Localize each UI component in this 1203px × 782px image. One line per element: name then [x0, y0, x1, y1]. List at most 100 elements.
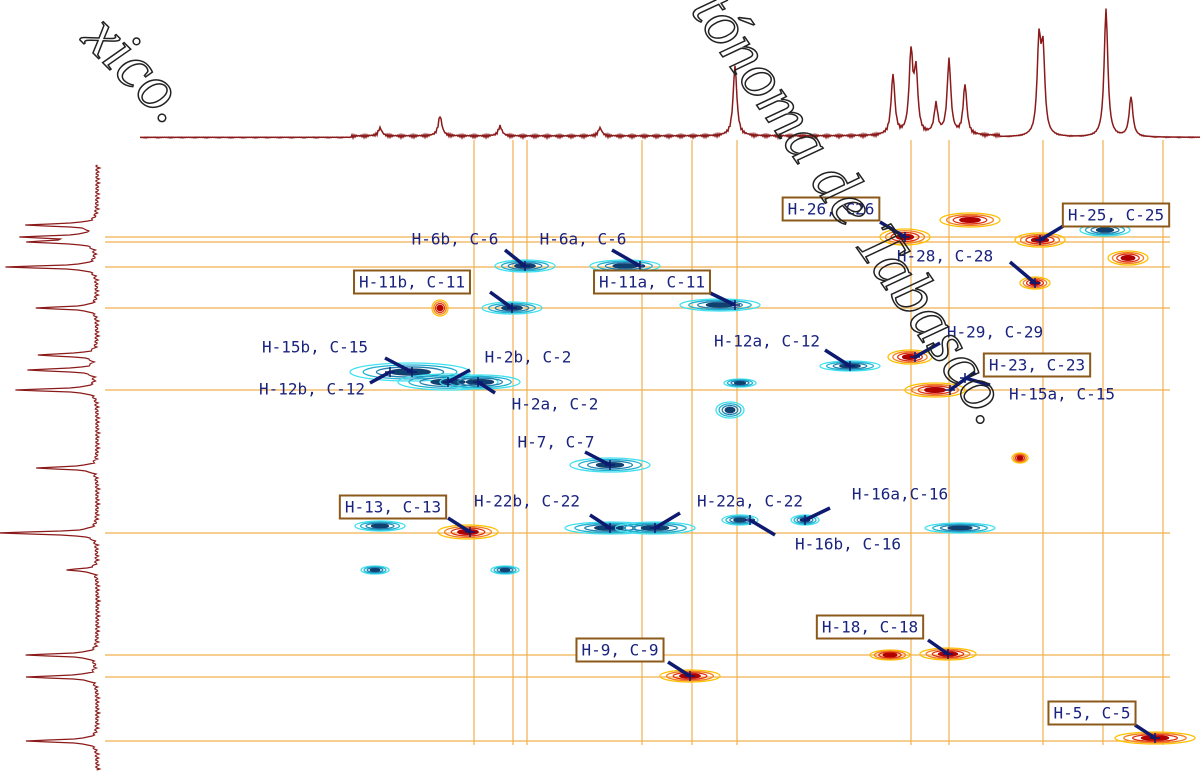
cross [800, 515, 810, 525]
label-box [1061, 202, 1171, 228]
label-arrow [611, 248, 641, 268]
label-box [781, 196, 881, 222]
cross [1150, 733, 1160, 743]
contour [363, 566, 387, 574]
contour [724, 406, 736, 414]
contour [1016, 455, 1024, 461]
cross [605, 523, 615, 533]
label-arrow [914, 341, 941, 359]
contour [493, 566, 517, 574]
contour [1014, 454, 1026, 462]
label-box [338, 494, 448, 520]
contour [1019, 276, 1051, 290]
contour [884, 230, 926, 244]
peak-label: H-9, C-9 [581, 641, 658, 660]
label-arrow [589, 513, 611, 530]
cross [605, 460, 615, 470]
watermark: xico. [69, 0, 207, 137]
contour [436, 304, 444, 312]
label-arrow [477, 380, 496, 395]
contour [733, 380, 747, 386]
label-box [815, 614, 925, 640]
contour [688, 299, 752, 311]
contour [919, 647, 977, 661]
contour [1116, 253, 1140, 263]
label-arrow [488, 290, 514, 310]
peak-label: H-16a,C-16 [852, 485, 948, 504]
contour [945, 213, 995, 227]
peak-label: H-23, C-23 [989, 356, 1085, 375]
contour [726, 379, 754, 387]
cross-peaks [349, 212, 1196, 745]
cross [507, 303, 517, 313]
label-box [593, 269, 711, 295]
contour [897, 352, 923, 362]
contour [696, 300, 744, 310]
contour [481, 301, 543, 315]
peak-label: H-26, C26 [788, 200, 875, 219]
cross [960, 373, 970, 383]
label-arrow [447, 368, 471, 384]
contour [1019, 233, 1061, 247]
contour [718, 403, 742, 417]
peak-label: H-22a, C-22 [697, 492, 803, 511]
contour [354, 520, 406, 532]
cross [900, 232, 910, 242]
label-arrow [584, 450, 611, 467]
cross [443, 377, 453, 387]
cross [685, 671, 695, 681]
contour [939, 524, 981, 532]
contour [952, 215, 988, 225]
peak-label: H-6b, C-6 [412, 230, 499, 249]
cross [730, 300, 740, 310]
peak-label: H-29, C-29 [947, 323, 1043, 342]
contour [439, 374, 521, 390]
label-arrow [926, 638, 950, 656]
contour [496, 567, 514, 573]
contour [366, 567, 384, 573]
contour [878, 651, 902, 659]
contour [879, 228, 931, 246]
label-arrow [964, 376, 991, 387]
contour [397, 373, 499, 391]
contour [359, 521, 401, 531]
proton-spectrum [139, 8, 1201, 141]
label-arrow [879, 220, 906, 239]
contour [456, 377, 504, 387]
contour [443, 525, 493, 539]
contour [882, 652, 898, 658]
label-arrow [384, 356, 413, 374]
contour [1120, 254, 1136, 262]
contour [499, 567, 511, 573]
label-arrow [824, 348, 851, 368]
contour [721, 404, 739, 416]
contour [887, 349, 933, 365]
peak-label: H-28, C-28 [897, 247, 993, 266]
label-arrow [1039, 223, 1066, 242]
contour [370, 523, 390, 529]
contour [578, 458, 642, 472]
contour [1095, 227, 1115, 233]
peak-label: H-2b, C-2 [485, 348, 572, 367]
cross [943, 649, 953, 659]
contour [723, 378, 757, 388]
contour [434, 302, 446, 314]
label-arrow [1134, 723, 1156, 740]
peak-label: H-12a, C-12 [714, 332, 820, 351]
contour [494, 259, 556, 273]
label-arrow [1008, 260, 1037, 285]
peak-labels: H-26, C26 H-25, C-25 H-28, C-28 H-6b, C-6 H-… [259, 196, 1171, 743]
label-box [353, 269, 471, 295]
label-box [982, 352, 1092, 378]
peak-label: H-13, C-13 [345, 498, 441, 517]
label-arrow [503, 248, 527, 268]
contour [450, 527, 486, 537]
label-arrow [749, 518, 776, 537]
contour [892, 350, 928, 364]
peak-label: H-6a, C-6 [540, 230, 627, 249]
cross [745, 515, 755, 525]
contour [1111, 251, 1145, 265]
contour [910, 383, 960, 397]
contour [362, 364, 458, 380]
